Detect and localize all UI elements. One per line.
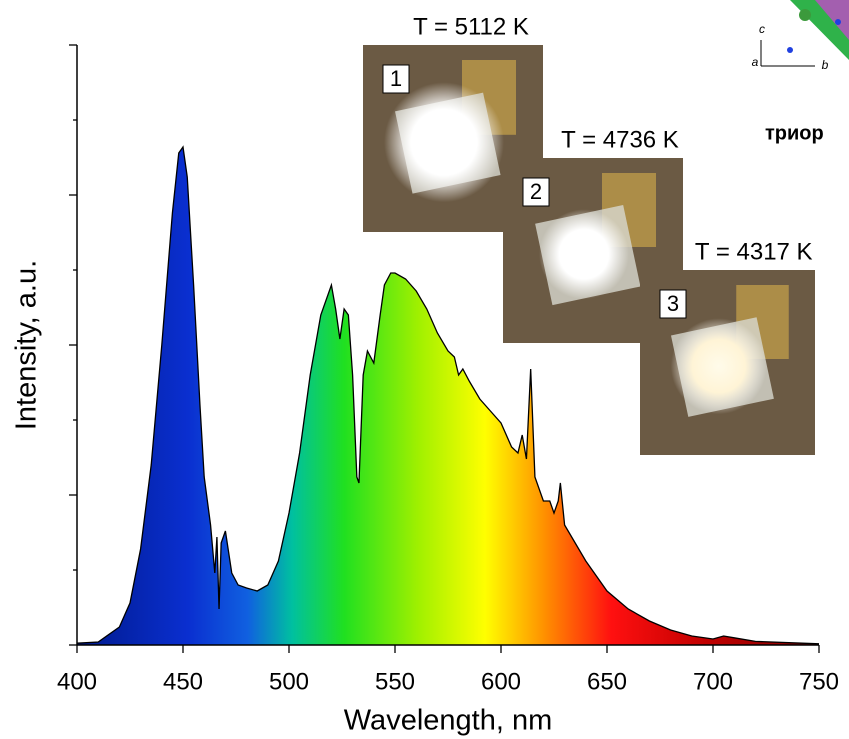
corner-text: триор xyxy=(765,122,824,144)
y-axis-label: Intensity, a.u. xyxy=(11,260,43,430)
x-tick-label: 400 xyxy=(57,668,97,695)
x-tick-label: 600 xyxy=(481,668,521,695)
x-tick-label: 650 xyxy=(587,668,627,695)
x-tick-label: 750 xyxy=(799,668,839,695)
inset-number: 3 xyxy=(667,291,679,316)
number-box xyxy=(382,64,410,94)
x-tick-label: 450 xyxy=(163,668,203,695)
inset-label: T = 4736 K xyxy=(561,126,679,153)
axis-b: b xyxy=(822,58,829,72)
x-axis-label: Wavelength, nm xyxy=(344,705,552,737)
insets: 1 T = 5112 K 2 T = 4736 K 3 T = 4317 K xyxy=(363,13,815,455)
inset-number: 2 xyxy=(530,179,542,204)
x-tick-label: 700 xyxy=(693,668,733,695)
led-glow xyxy=(384,82,504,203)
crystal-icon: c a b xyxy=(752,0,849,72)
axis-c: c xyxy=(759,22,765,36)
inset-number: 1 xyxy=(390,66,402,91)
area-fill xyxy=(77,147,819,645)
led-glow xyxy=(539,209,629,300)
x-tick-label: 500 xyxy=(269,668,309,695)
number-box xyxy=(659,289,687,319)
inset-label: T = 4317 K xyxy=(695,238,813,265)
inset-label: T = 5112 K xyxy=(413,13,529,40)
spectrum-line xyxy=(76,145,820,645)
number-box xyxy=(522,177,550,207)
x-tick-label: 550 xyxy=(375,668,415,695)
axis-a: a xyxy=(752,55,759,69)
led-glow xyxy=(670,318,767,415)
